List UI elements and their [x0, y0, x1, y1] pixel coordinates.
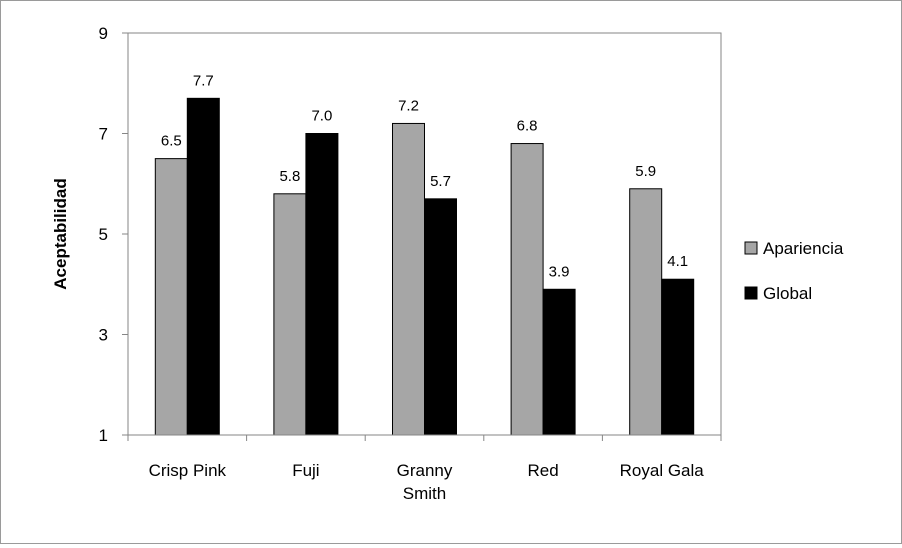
data-label-apariencia-4: 5.9 — [635, 163, 656, 180]
bar-apariencia-4 — [629, 188, 663, 436]
data-label-apariencia-1: 5.8 — [279, 168, 300, 185]
data-label-global-1: 7.0 — [311, 108, 332, 125]
bar-apariencia-0 — [154, 158, 188, 436]
data-label-global-3: 3.9 — [549, 263, 570, 280]
legend-label-apariencia: Apariencia — [763, 239, 844, 258]
y-tick-label-7: 7 — [99, 125, 108, 144]
data-label-global-4: 4.1 — [667, 253, 688, 270]
y-axis-title: Aceptabilidad — [51, 178, 70, 289]
legend-label-global: Global — [763, 284, 812, 303]
y-tick-label-9: 9 — [99, 24, 108, 43]
legend-swatch-apariencia — [744, 241, 758, 255]
x-tick-label-1: Fuji — [292, 461, 319, 480]
data-label-apariencia-0: 6.5 — [161, 133, 182, 150]
bar-global-1 — [305, 133, 339, 436]
data-label-global-2: 5.7 — [430, 173, 451, 190]
bar-global-2 — [424, 198, 457, 436]
bar-apariencia-3 — [510, 143, 544, 436]
bar-global-3 — [542, 288, 576, 436]
x-tick-label-0: Crisp Pink — [149, 461, 227, 480]
bar-apariencia-1 — [273, 193, 307, 436]
bar-global-0 — [186, 97, 220, 436]
data-label-global-0: 7.7 — [193, 72, 214, 89]
y-tick-label-3: 3 — [99, 326, 108, 345]
y-tick-label-1: 1 — [99, 426, 108, 445]
bar-apariencia-2 — [392, 122, 425, 436]
bar-global-4 — [661, 278, 695, 436]
data-label-apariencia-2: 7.2 — [398, 97, 419, 114]
y-tick-label-5: 5 — [99, 225, 108, 244]
x-tick-label-4: Royal Gala — [620, 461, 705, 480]
x-tick-label-2: Granny Smith — [397, 461, 453, 503]
x-tick-label-3: Red — [528, 461, 559, 480]
data-label-apariencia-3: 6.8 — [517, 118, 538, 135]
legend-swatch-global — [744, 286, 758, 300]
